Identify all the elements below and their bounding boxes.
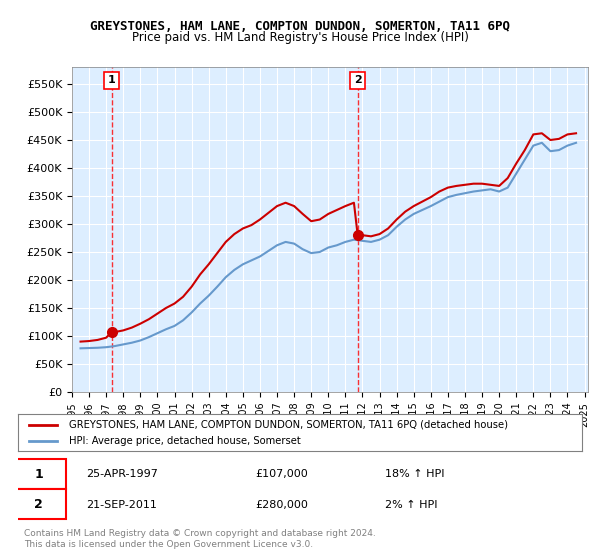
Text: 18% ↑ HPI: 18% ↑ HPI bbox=[385, 469, 444, 479]
Text: 21-SEP-2011: 21-SEP-2011 bbox=[86, 500, 157, 510]
Text: Price paid vs. HM Land Registry's House Price Index (HPI): Price paid vs. HM Land Registry's House … bbox=[131, 31, 469, 44]
Text: 1: 1 bbox=[34, 468, 43, 481]
Text: 1: 1 bbox=[108, 75, 116, 85]
Text: 2: 2 bbox=[34, 498, 43, 511]
Text: 25-APR-1997: 25-APR-1997 bbox=[86, 469, 158, 479]
Text: 2: 2 bbox=[354, 75, 362, 85]
Text: £280,000: £280,000 bbox=[255, 500, 308, 510]
Text: £107,000: £107,000 bbox=[255, 469, 308, 479]
FancyBboxPatch shape bbox=[13, 489, 66, 519]
Text: Contains HM Land Registry data © Crown copyright and database right 2024.
This d: Contains HM Land Registry data © Crown c… bbox=[24, 529, 376, 549]
Text: GREYSTONES, HAM LANE, COMPTON DUNDON, SOMERTON, TA11 6PQ: GREYSTONES, HAM LANE, COMPTON DUNDON, SO… bbox=[90, 20, 510, 32]
Text: HPI: Average price, detached house, Somerset: HPI: Average price, detached house, Some… bbox=[69, 436, 301, 446]
Text: GREYSTONES, HAM LANE, COMPTON DUNDON, SOMERTON, TA11 6PQ (detached house): GREYSTONES, HAM LANE, COMPTON DUNDON, SO… bbox=[69, 419, 508, 430]
Text: 2% ↑ HPI: 2% ↑ HPI bbox=[385, 500, 437, 510]
FancyBboxPatch shape bbox=[13, 459, 66, 488]
